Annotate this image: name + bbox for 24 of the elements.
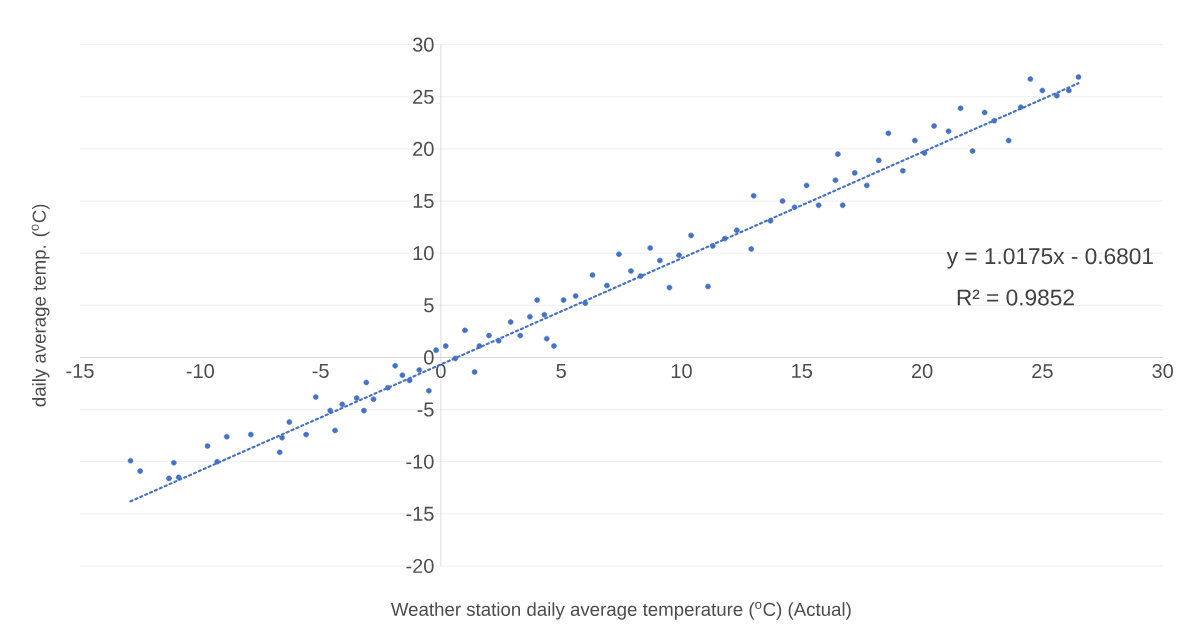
y-tick-label: -10	[406, 454, 434, 469]
y-tick-label: -15	[406, 506, 434, 521]
x-tick-label: 20	[911, 363, 933, 379]
annotation: y = 1.0175x - 0.6801	[946, 248, 1153, 269]
x-tick-label: 10	[671, 363, 692, 379]
x-tick-label: -5	[312, 363, 329, 378]
x-tick-label: -15	[66, 363, 94, 378]
y-tick-label: 10	[413, 246, 434, 261]
x-tick-label: 5	[556, 363, 566, 378]
y-axis-title: daily average temp. ($^{o}$C)	[31, 204, 50, 407]
y-tick-label: 5	[424, 298, 434, 313]
y-tick-label: 15	[413, 194, 434, 209]
y-tick-label: 30	[412, 37, 434, 52]
y-tick-label: 0	[424, 350, 434, 365]
y-tick-label: 20	[413, 141, 434, 156]
y-tick-label: 25	[413, 89, 434, 104]
x-axis-title: Weather station daily average temperature ($^{o}$C) (Actual)	[390, 601, 851, 620]
x-tick-label: 15	[792, 363, 813, 378]
x-tick-label: 30	[1152, 363, 1173, 379]
annotation: R² = 0.9852	[957, 289, 1074, 306]
y-tick-label: -5	[417, 402, 434, 417]
y-tick-label: -20	[406, 558, 434, 574]
x-tick-label: 25	[1032, 363, 1053, 379]
x-tick-label: -10	[186, 363, 214, 379]
